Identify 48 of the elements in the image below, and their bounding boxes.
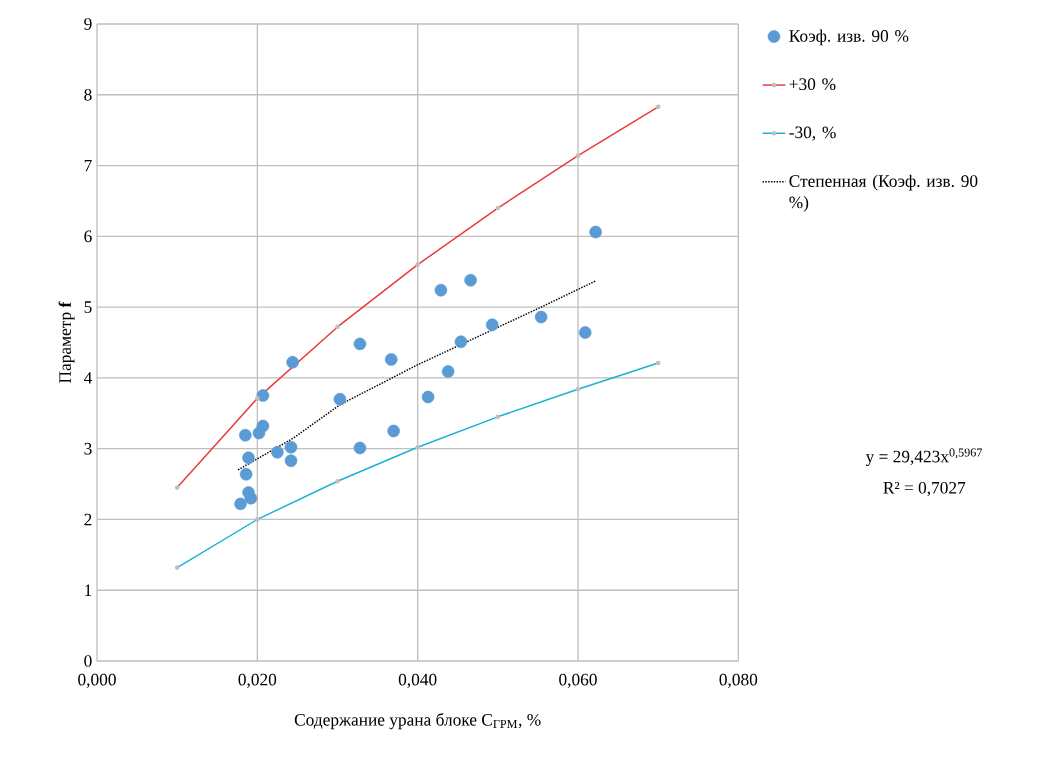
point — [589, 225, 602, 239]
point — [485, 318, 499, 332]
point — [256, 389, 270, 402]
point — [384, 353, 398, 366]
x-axis-title: Содержание урана блоке C$_{ГРМ}$, % — [294, 713, 541, 730]
point — [256, 419, 270, 433]
x-tick-label: 0,000 — [78, 673, 116, 688]
point — [333, 392, 347, 406]
y-axis-title: Параметр f — [58, 301, 75, 383]
y-tick-label: 3 — [84, 442, 92, 455]
y-tick-label: 8 — [84, 88, 92, 101]
y-tick-label: 6 — [84, 230, 92, 243]
text: R² = 0,7027 — [883, 481, 966, 497]
point — [242, 486, 255, 499]
x-tick-label: 0,060 — [559, 673, 597, 688]
point — [286, 356, 299, 369]
point — [284, 440, 298, 454]
point — [239, 467, 253, 481]
point — [239, 428, 252, 442]
y-tick-label: 4 — [83, 372, 93, 384]
y-tick-label: 2 — [84, 513, 92, 526]
point — [534, 310, 548, 324]
point — [353, 441, 367, 455]
point — [387, 424, 400, 438]
legend-label: Коэф. изв. 90 % — [789, 29, 909, 46]
point — [421, 390, 435, 404]
y-tick-label: 9 — [84, 18, 92, 30]
legend-label: -30, % — [789, 126, 836, 141]
point — [578, 326, 592, 339]
y-tick-label: 0 — [84, 655, 92, 667]
point — [454, 335, 468, 349]
point — [464, 273, 477, 287]
y-tick-label: 1 — [85, 584, 92, 596]
point — [284, 454, 298, 467]
point — [434, 283, 448, 297]
x-tick-label: 0,080 — [719, 673, 758, 688]
point — [234, 497, 247, 511]
x-tick-label: 0,040 — [398, 673, 437, 688]
text: y = 29,423x$^{0,5967}$ — [865, 448, 983, 466]
point — [441, 365, 455, 378]
point — [353, 337, 367, 351]
point — [242, 451, 255, 465]
legend-label: +30 % — [789, 78, 836, 91]
y-tick-label: 5 — [84, 301, 92, 313]
legend-label: Степенная (Коэф. изв. 90 %) — [789, 174, 978, 212]
point — [271, 445, 284, 459]
y-tick-label: 7 — [84, 159, 92, 172]
x-tick-label: 0,020 — [238, 673, 277, 688]
